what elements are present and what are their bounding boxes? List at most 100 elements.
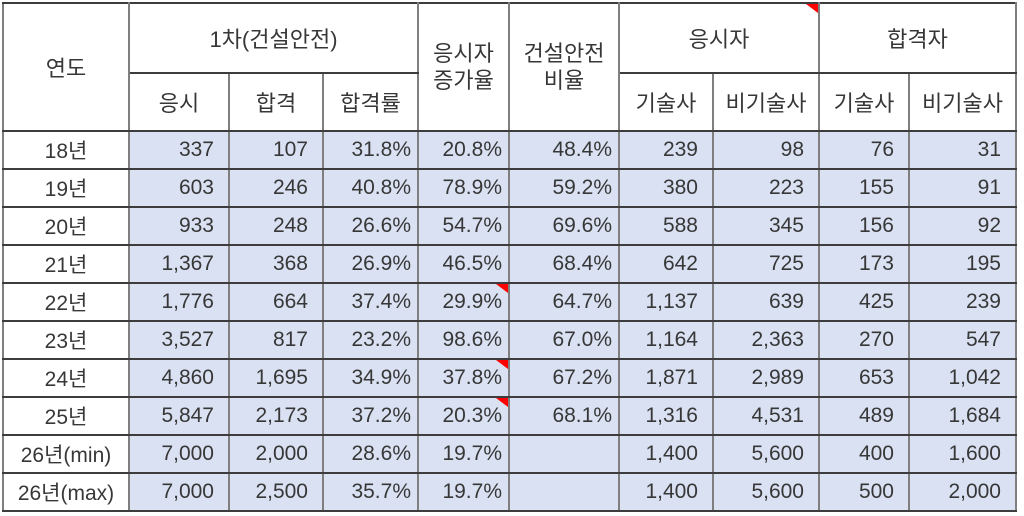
- table-row: 24년 4,860 1,695 34.9% 37.8% 67.2% 1,871 …: [2, 358, 1017, 398]
- table-cell: 4,860: [128, 358, 230, 398]
- data-table: 연도 1차(건설안전) 응시자 증가율 건설안전 비율 응시자 합격자 응시 합…: [2, 2, 1017, 512]
- table-cell: 2,989: [712, 358, 820, 398]
- table-cell-value: 20.3%: [442, 404, 502, 427]
- table-cell: 29.9%: [417, 282, 510, 322]
- table-cell: 1,776: [128, 282, 230, 322]
- table-cell: 156: [818, 206, 910, 246]
- table-cell: 239: [908, 282, 1017, 322]
- table-cell: 5,600: [712, 472, 820, 512]
- table-cell: 664: [228, 282, 324, 322]
- col-header-safety-ratio-line1: 건설안전: [523, 41, 605, 66]
- table-cell: 1,316: [618, 396, 714, 436]
- table-cell: 37.8%: [417, 358, 510, 398]
- table-cell: 2,500: [228, 472, 324, 512]
- table-cell: 2,173: [228, 396, 324, 436]
- row-label: 25년: [2, 396, 130, 436]
- table-cell: 68.1%: [508, 396, 620, 436]
- table-cell: 7,000: [128, 434, 230, 474]
- table-cell: 345: [712, 206, 820, 246]
- table-cell: 78.9%: [417, 168, 510, 208]
- table-cell: 37.4%: [322, 282, 419, 322]
- table-cell: 98.6%: [417, 320, 510, 360]
- col-header-safety-ratio-line2: 비율: [543, 68, 585, 93]
- table-cell: 35.7%: [322, 472, 419, 512]
- table-cell: 1,871: [618, 358, 714, 398]
- col-header-safety-ratio: 건설안전 비율: [508, 2, 620, 132]
- table-header: 연도 1차(건설안전) 응시자 증가율 건설안전 비율 응시자 합격자 응시 합…: [2, 2, 1017, 132]
- table-cell: [508, 472, 620, 512]
- table-row: 23년 3,527 817 23.2% 98.6% 67.0% 1,164 2,…: [2, 320, 1017, 360]
- table-cell: 933: [128, 206, 230, 246]
- comment-indicator-icon: [496, 361, 507, 369]
- table-cell: 400: [818, 434, 910, 474]
- row-label: 20년: [2, 206, 130, 246]
- table-cell: 368: [228, 244, 324, 284]
- col-header-pass-rate: 합격률: [322, 72, 419, 132]
- table-cell: 380: [618, 168, 714, 208]
- table-cell: 67.2%: [508, 358, 620, 398]
- table-cell: 1,400: [618, 434, 714, 474]
- table-cell: 817: [228, 320, 324, 360]
- table-cell: 1,367: [128, 244, 230, 284]
- table-cell: 31.8%: [322, 130, 419, 170]
- table-cell: [508, 434, 620, 474]
- table-cell: 246: [228, 168, 324, 208]
- row-label: 19년: [2, 168, 130, 208]
- table-cell: 2,000: [228, 434, 324, 474]
- table-row: 21년 1,367 368 26.9% 46.5% 68.4% 642 725 …: [2, 244, 1017, 284]
- table-cell: 5,847: [128, 396, 230, 436]
- table-cell: 239: [618, 130, 714, 170]
- table-cell: 500: [818, 472, 910, 512]
- table-cell: 19.7%: [417, 472, 510, 512]
- table-cell: 1,684: [908, 396, 1017, 436]
- table-cell: 20.3%: [417, 396, 510, 436]
- table-cell: 4,531: [712, 396, 820, 436]
- row-label: 22년: [2, 282, 130, 322]
- table-cell: 639: [712, 282, 820, 322]
- comment-indicator-icon: [806, 5, 817, 13]
- col-header-year: 연도: [2, 2, 130, 132]
- table-row: 26년(min) 7,000 2,000 28.6% 19.7% 1,400 5…: [2, 434, 1017, 474]
- col-header-applicant-growth-line1: 응시자: [433, 41, 494, 66]
- table-row: 25년 5,847 2,173 37.2% 20.3% 68.1% 1,316 …: [2, 396, 1017, 436]
- table-cell: 588: [618, 206, 714, 246]
- table-cell: 67.0%: [508, 320, 620, 360]
- table-cell: 40.8%: [322, 168, 419, 208]
- table-cell: 20.8%: [417, 130, 510, 170]
- table-row: 22년 1,776 664 37.4% 29.9% 64.7% 1,137 63…: [2, 282, 1017, 322]
- table-cell: 31: [908, 130, 1017, 170]
- col-header-non-engineer-applicants: 비기술사: [712, 72, 820, 132]
- table-cell: 3,527: [128, 320, 230, 360]
- row-label: 18년: [2, 130, 130, 170]
- table-cell: 7,000: [128, 472, 230, 512]
- table-cell: 337: [128, 130, 230, 170]
- table-cell: 173: [818, 244, 910, 284]
- table-cell: 1,400: [618, 472, 714, 512]
- table-row: 26년(max) 7,000 2,500 35.7% 19.7% 1,400 5…: [2, 472, 1017, 512]
- table-cell: 155: [818, 168, 910, 208]
- table-cell: 1,695: [228, 358, 324, 398]
- col-header-passers: 합격자: [818, 2, 1017, 74]
- col-header-non-engineer-passers: 비기술사: [908, 72, 1017, 132]
- table-cell: 48.4%: [508, 130, 620, 170]
- row-label: 23년: [2, 320, 130, 360]
- table-cell: 603: [128, 168, 230, 208]
- table-cell: 23.2%: [322, 320, 419, 360]
- table-cell: 725: [712, 244, 820, 284]
- col-header-stage1: 1차(건설안전): [128, 2, 419, 74]
- table-cell: 68.4%: [508, 244, 620, 284]
- table-cell: 19.7%: [417, 434, 510, 474]
- row-label: 26년(min): [2, 434, 130, 474]
- table-cell: 642: [618, 244, 714, 284]
- table-cell: 547: [908, 320, 1017, 360]
- comment-indicator-icon: [496, 285, 507, 293]
- table-cell: 1,600: [908, 434, 1017, 474]
- table-cell: 91: [908, 168, 1017, 208]
- table-cell: 5,600: [712, 434, 820, 474]
- col-header-passed: 합격: [228, 72, 324, 132]
- table-cell: 270: [818, 320, 910, 360]
- table-cell-value: 29.9%: [442, 290, 502, 313]
- row-label: 24년: [2, 358, 130, 398]
- table-cell: 37.2%: [322, 396, 419, 436]
- col-header-engineer-passers: 기술사: [818, 72, 910, 132]
